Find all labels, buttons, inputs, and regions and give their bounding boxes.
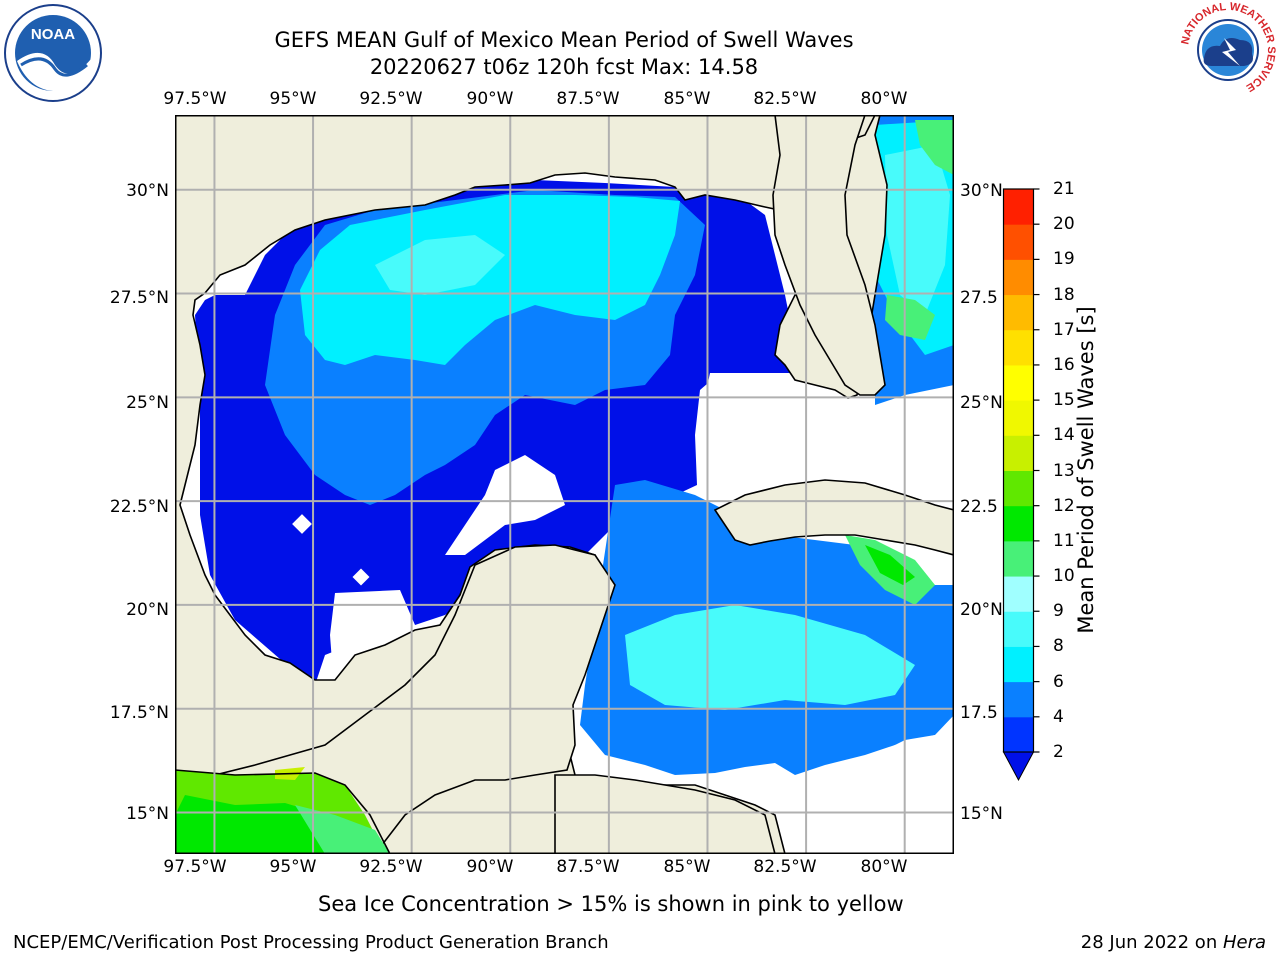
lat-label-left-1: 30°N: [126, 181, 169, 201]
lon-label-top-3: 92.5°W: [359, 89, 423, 109]
svg-text:NOAA: NOAA: [31, 26, 75, 43]
lat-label-right-6: 17.5: [960, 703, 998, 723]
map-subtitle: 20220627 t06z 120h fcst Max: 14.58: [369, 55, 759, 79]
map-title: GEFS MEAN Gulf of Mexico Mean Period of …: [274, 28, 854, 52]
colorbar-tick-label-19: 19: [1053, 249, 1075, 270]
colorbar: [1002, 188, 1040, 782]
lon-label-top-7: 82.5°W: [753, 89, 817, 109]
no-data-yucatan-north: [445, 455, 565, 555]
colorbar-tick-label-14: 14: [1053, 425, 1075, 446]
lat-label-right-2: 27.5: [960, 288, 998, 308]
colorbar-tick-label-17: 17: [1053, 319, 1075, 340]
machine-name: Hera: [1222, 932, 1266, 953]
date-text: 28 Jun 2022 on: [1080, 932, 1223, 953]
swell-band-10-11-caribbean: [865, 545, 915, 585]
colorbar-swatches: [1003, 189, 1034, 753]
lon-label-top-4: 90°W: [466, 89, 514, 109]
date-stamp: 28 Jun 2022 on Hera: [1081, 932, 1266, 954]
lat-label-left-6: 17.5°N: [109, 703, 169, 723]
nws-logo-icon: NATIONAL WEATHER SERVICE: [1178, 0, 1278, 104]
colorbar-tick-label-4: 4: [1053, 706, 1064, 727]
lon-label-bottom-5: 87.5°W: [556, 857, 620, 877]
lon-label-top-2: 95°W: [269, 89, 317, 109]
colorbar-tick-marks: [1033, 188, 1040, 753]
lon-label-bottom-1: 97.5°W: [163, 857, 227, 877]
colorbar-tick-label-15: 15: [1053, 390, 1075, 411]
land-cuba: [713, 479, 954, 556]
swell-band-4-6: [300, 195, 680, 365]
swell-band-6-8-south: [625, 605, 915, 710]
colorbar-tick-label-21: 21: [1053, 179, 1075, 199]
colorbar-swatch-4-6: [1003, 681, 1034, 718]
map-frame: [175, 115, 954, 854]
no-data-fl-straits: [697, 373, 954, 510]
colorbar-swatch-13-14: [1003, 435, 1034, 471]
colorbar-tick-label-9: 9: [1053, 601, 1064, 622]
lon-label-top-5: 87.5°W: [556, 89, 620, 109]
lon-label-bottom-6: 85°W: [663, 857, 711, 877]
lat-label-left-7: 15°N: [126, 804, 169, 824]
colorbar-tick-label-8: 8: [1053, 636, 1064, 657]
lat-label-right-3: 25°N: [960, 393, 1003, 413]
colorbar-tick-label-11: 11: [1053, 530, 1075, 551]
lon-label-bottom-4: 90°W: [466, 857, 514, 877]
swell-band-6-8: [375, 235, 505, 295]
colorbar-swatch-17-18: [1003, 294, 1034, 331]
colorbar-swatch-2-4: [1003, 716, 1034, 753]
lon-label-bottom-8: 80°W: [860, 857, 908, 877]
colorbar-swatch-8-9: [1003, 611, 1034, 647]
lat-label-right-1: 30°N: [960, 181, 1003, 201]
lat-label-left-5: 20°N: [126, 600, 169, 620]
lat-label-left-2: 27.5°N: [109, 288, 169, 308]
colorbar-swatch-6-8: [1003, 646, 1034, 683]
land-florida: [772, 115, 886, 396]
lat-label-right-4: 22.5: [960, 497, 998, 517]
colorbar-tick-label-10: 10: [1053, 566, 1075, 587]
lat-label-right-5: 20°N: [960, 600, 1003, 620]
colorbar-tick-label-18: 18: [1053, 284, 1075, 305]
graticule: [175, 115, 954, 854]
lat-label-left-4: 22.5°N: [109, 497, 169, 517]
colorbar-tick-label-2: 2: [1053, 742, 1064, 762]
sea-ice-note: Sea Ice Concentration > 15% is shown in …: [318, 892, 904, 916]
colorbar-swatch-9-10: [1003, 576, 1034, 612]
lat-label-left-3: 25°N: [126, 393, 169, 413]
colorbar-swatch-10-11: [1003, 540, 1034, 577]
colorbar-tick-label-12: 12: [1053, 495, 1075, 516]
colorbar-under-triangle: [1002, 751, 1035, 782]
colorbar-label: Mean Period of Swell Waves [s]: [1074, 306, 1098, 634]
no-data-caribbean-east: [815, 725, 954, 854]
colorbar-swatch-14-15: [1003, 400, 1034, 436]
colorbar-swatch-11-12: [1003, 505, 1034, 542]
colorbar-swatch-20-21: [1003, 189, 1034, 225]
colorbar-tick-label-13: 13: [1053, 460, 1075, 481]
lat-label-right-7: 15°N: [960, 804, 1003, 824]
lon-label-bottom-3: 92.5°W: [359, 857, 423, 877]
noaa-logo-icon: NOAA: [3, 3, 103, 107]
colorbar-swatch-18-19: [1003, 259, 1034, 296]
colorbar-tick-label-6: 6: [1053, 671, 1064, 692]
swell-band-9-10: [915, 120, 954, 175]
swell-band-6-8-atlantic: [885, 145, 950, 315]
colorbar-swatch-15-16: [1003, 364, 1034, 401]
colorbar-tick-label-16: 16: [1053, 354, 1075, 375]
lon-label-bottom-2: 95°W: [269, 857, 317, 877]
colorbar-swatch-19-20: [1003, 224, 1034, 260]
gulf-of-mexico-map: [175, 115, 954, 854]
lon-label-top-8: 80°W: [860, 89, 908, 109]
lon-label-bottom-7: 82.5°W: [753, 857, 817, 877]
colorbar-frame: [1002, 188, 1035, 753]
colorbar-swatch-16-17: [1003, 329, 1034, 366]
no-data-box-2: [352, 568, 370, 586]
lon-label-top-6: 85°W: [663, 89, 711, 109]
swell-band-9-10-fl: [885, 295, 935, 340]
lon-label-top-1: 97.5°W: [163, 89, 227, 109]
colorbar-tick-label-20: 20: [1053, 214, 1075, 235]
colorbar-swatch-12-13: [1003, 470, 1034, 507]
credit-text: NCEP/EMC/Verification Post Processing Pr…: [13, 932, 609, 953]
